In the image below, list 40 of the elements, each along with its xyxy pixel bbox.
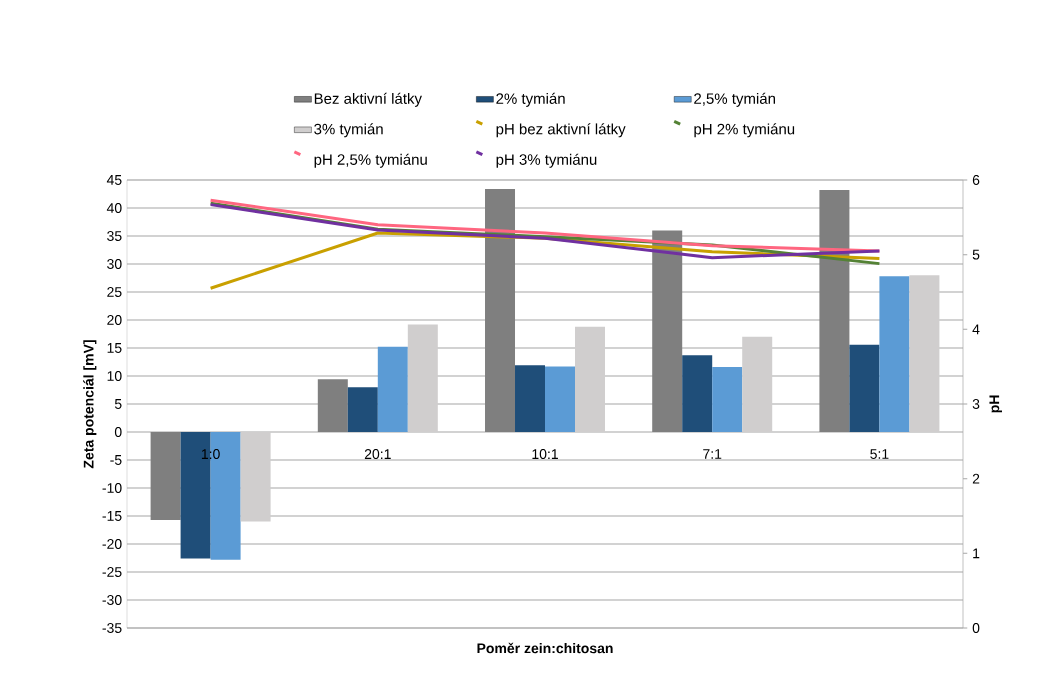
legend-label: pH bez aktivní látky: [496, 123, 626, 138]
x-tick-label: 1:0: [201, 449, 220, 460]
y-tick-label: 15: [107, 343, 122, 353]
y-tick-label: -35: [102, 623, 122, 633]
y-tick-label: 0: [114, 427, 122, 437]
y2-tick-label: 6: [972, 175, 980, 185]
x-tick-label: 10:1: [532, 449, 558, 460]
x-tick-label: 7:1: [703, 449, 722, 459]
y2-tick-label: 5: [972, 249, 980, 260]
legend-label: 2,5% tymián: [694, 92, 775, 107]
legend-label: pH 2% tymiánu: [694, 123, 795, 138]
y2-tick-label: 0: [972, 623, 980, 633]
legend-label: Bez aktivní látky: [314, 92, 422, 107]
y-tick-label: -5: [110, 455, 122, 465]
y-tick-label: -25: [102, 567, 122, 577]
y2-tick-label: 3: [972, 399, 980, 409]
legend-label: pH 2,5% tymiánu: [314, 153, 427, 168]
y-tick-label: -30: [102, 595, 122, 605]
y2-tick-label: 1: [973, 548, 980, 559]
y-tick-label: -15: [102, 511, 122, 521]
y-tick-label: -20: [102, 539, 122, 549]
y-tick-label: 30: [107, 259, 122, 269]
legend-label: 3% tymián: [314, 123, 383, 138]
y-tick-label: 10: [107, 371, 122, 381]
legend-label: pH 3% tymiánu: [496, 153, 597, 168]
y-tick-label: 35: [107, 231, 122, 241]
y2-tick-label: 4: [972, 324, 980, 335]
y-tick-label: -10: [102, 483, 122, 493]
y-tick-label: 20: [107, 315, 122, 325]
y-tick-label: 45: [106, 175, 122, 185]
y-tick-label: 5: [114, 399, 122, 409]
y2-axis-title: pH: [989, 395, 1002, 413]
x-axis-title: Poměr zein:chitosan: [477, 642, 613, 654]
y-tick-label: 25: [107, 287, 122, 297]
y2-tick-label: 2: [972, 473, 980, 484]
legend-label: 2% tymián: [496, 92, 565, 107]
y-tick-label: 40: [106, 203, 122, 213]
y-axis-title: Zeta potenciál [mV]: [83, 340, 97, 469]
x-tick-label: 20:1: [364, 449, 391, 460]
x-tick-label: 5:1: [870, 449, 889, 459]
